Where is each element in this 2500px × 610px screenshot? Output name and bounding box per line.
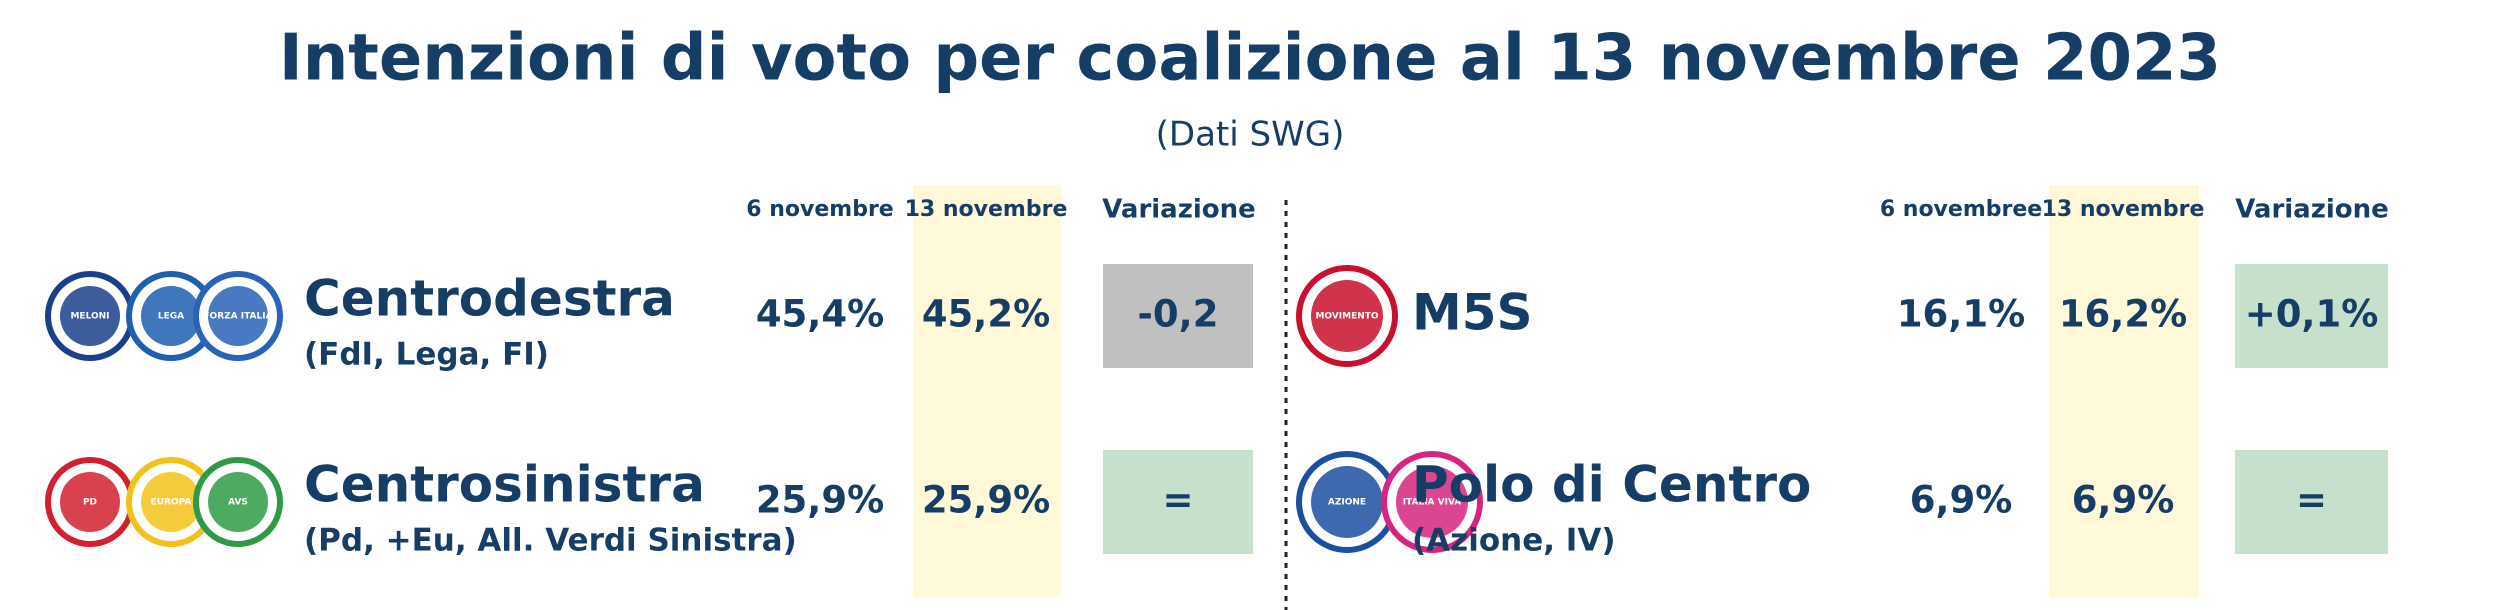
logo: MELONI (45, 271, 135, 361)
logo-text: AVS (228, 498, 248, 508)
change-box (1103, 450, 1253, 554)
logo: PD (45, 457, 135, 547)
row-name: M5S (1412, 284, 1533, 342)
previous-value: 25,9% (756, 479, 884, 522)
change-box (2235, 450, 2388, 554)
subtitle: (Dati SWG) (1156, 115, 1345, 155)
logo-inner (208, 472, 268, 532)
logo-inner (1311, 466, 1383, 538)
logo-text: FORZA ITALIA (203, 312, 272, 322)
logo: EUROPA (126, 457, 216, 547)
logo: AZIONE (1296, 451, 1398, 553)
highlight-column (913, 185, 1061, 597)
change-box (2235, 264, 2388, 368)
previous-value: 6,9% (1910, 479, 2013, 522)
logo-text: ITALIA VIVA (1403, 498, 1462, 508)
change-value: -0,2 (1138, 293, 1219, 336)
row-name: Centrodestra (304, 270, 675, 328)
logo-inner (60, 286, 120, 346)
previous-value: 16,1% (1897, 293, 2025, 336)
logo: FORZA ITALIA (193, 271, 283, 361)
logo-text: MOVIMENTO (1315, 312, 1378, 322)
row-detail: (FdI, Lega, FI) (304, 337, 549, 373)
logo-text: AZIONE (1328, 498, 1366, 508)
row-name: Polo di Centro (1412, 456, 1811, 514)
column-header: 6 novembree (1880, 197, 2042, 222)
current-value: 16,2% (2059, 293, 2187, 336)
current-value: 45,2% (922, 293, 1050, 336)
row-detail: (Azione, IV) (1412, 523, 1615, 559)
logo-text: MELONI (70, 312, 109, 322)
current-value: 25,9% (922, 479, 1050, 522)
column-header: 13 novembre (905, 197, 1068, 222)
highlight-column (2049, 185, 2199, 597)
logo: AVS (193, 457, 283, 547)
title: Intenzioni di voto per coalizione al 13 … (279, 22, 2221, 96)
logo: ITALIA VIVA (1381, 451, 1483, 553)
logo-text: EUROPA (151, 498, 192, 508)
logo-inner (141, 472, 201, 532)
logo-inner (141, 286, 201, 346)
change-value: = (2296, 479, 2327, 522)
logo: LEGA (126, 271, 216, 361)
change-box (1103, 264, 1253, 368)
row-name: Centrosinistra (304, 456, 705, 514)
current-value: 6,9% (2072, 479, 2175, 522)
logo-text: PD (83, 498, 97, 508)
logo-inner (1396, 466, 1468, 538)
change-value: +0,1% (2245, 293, 2379, 336)
column-header: Variazione (2235, 195, 2389, 225)
logo-inner (60, 472, 120, 532)
row-detail: (Pd, +Eu, All. Verdi Sinistra) (304, 523, 797, 559)
logo: MOVIMENTO (1296, 265, 1398, 367)
logo-inner (208, 286, 268, 346)
logo-text: LEGA (158, 312, 184, 322)
column-header: Variazione (1102, 195, 1256, 225)
previous-value: 45,4% (756, 293, 884, 336)
change-value: = (1162, 479, 1193, 522)
column-header: 6 novembre (746, 197, 893, 222)
logo-inner (1311, 280, 1383, 352)
column-header: 13 novembre (2042, 197, 2205, 222)
